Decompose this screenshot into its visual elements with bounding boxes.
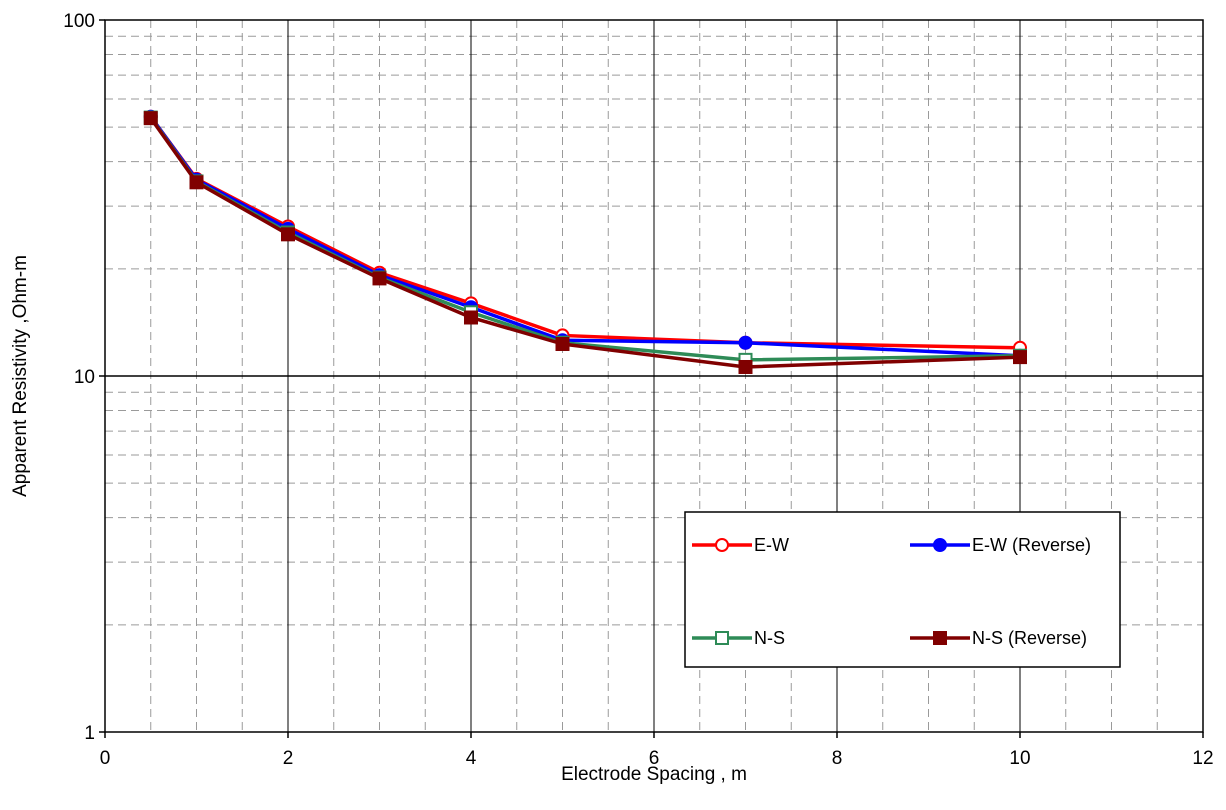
y-axis-title: Apparent Resistivity ,Ohm-m (10, 255, 31, 497)
x-tick-label: 6 (649, 748, 660, 769)
data-point (715, 631, 729, 645)
legend-item: N-S (692, 628, 785, 648)
data-point (143, 111, 158, 126)
data-point (1013, 350, 1027, 365)
series-line (149, 115, 1021, 358)
x-tick-label: 10 (1009, 748, 1030, 769)
series-layer (143, 109, 1027, 374)
series-e-w (143, 109, 1027, 355)
series-e-w-reverse (143, 109, 1027, 363)
data-point (738, 335, 753, 350)
data-point (372, 271, 387, 286)
x-tick-label: 0 (100, 748, 111, 769)
data-point (933, 538, 947, 552)
y-tick-label: 10 (74, 367, 95, 388)
data-point (715, 538, 729, 552)
legend-item: E-W (Reverse) (910, 535, 1091, 555)
data-point (555, 336, 570, 351)
data-point (738, 359, 753, 374)
data-point (189, 175, 204, 190)
x-tick-label: 4 (466, 748, 477, 769)
y-tick-label: 1 (84, 723, 95, 744)
series-n-s-reverse (143, 111, 1027, 374)
legend-label: N-S (754, 628, 785, 648)
legend-box (684, 511, 1121, 668)
x-tick-labels: 0 2 4 6 8 10 12 (100, 732, 1214, 769)
x-tick-label: 8 (832, 748, 843, 769)
legend-item: N-S (Reverse) (910, 628, 1087, 648)
legend-label: N-S (Reverse) (972, 628, 1087, 648)
legend-label: E-W (754, 535, 789, 555)
legend-item: E-W (692, 535, 789, 555)
series-n-s (143, 110, 1027, 367)
y-tick-labels: 1 10 100 (63, 11, 105, 744)
x-axis-title: Electrode Spacing , m (561, 764, 747, 785)
data-point (281, 227, 295, 242)
legend: E-W E-W (Reverse) N-S N-S (Reverse) (684, 511, 1121, 668)
y-tick-label: 100 (63, 11, 95, 32)
major-grid (105, 20, 1203, 732)
legend-label: E-W (Reverse) (972, 535, 1091, 555)
series-line (149, 117, 1021, 369)
x-tick-label: 2 (283, 748, 294, 769)
data-point (933, 631, 947, 645)
x-tick-label: 12 (1192, 748, 1213, 769)
data-point (464, 310, 478, 325)
